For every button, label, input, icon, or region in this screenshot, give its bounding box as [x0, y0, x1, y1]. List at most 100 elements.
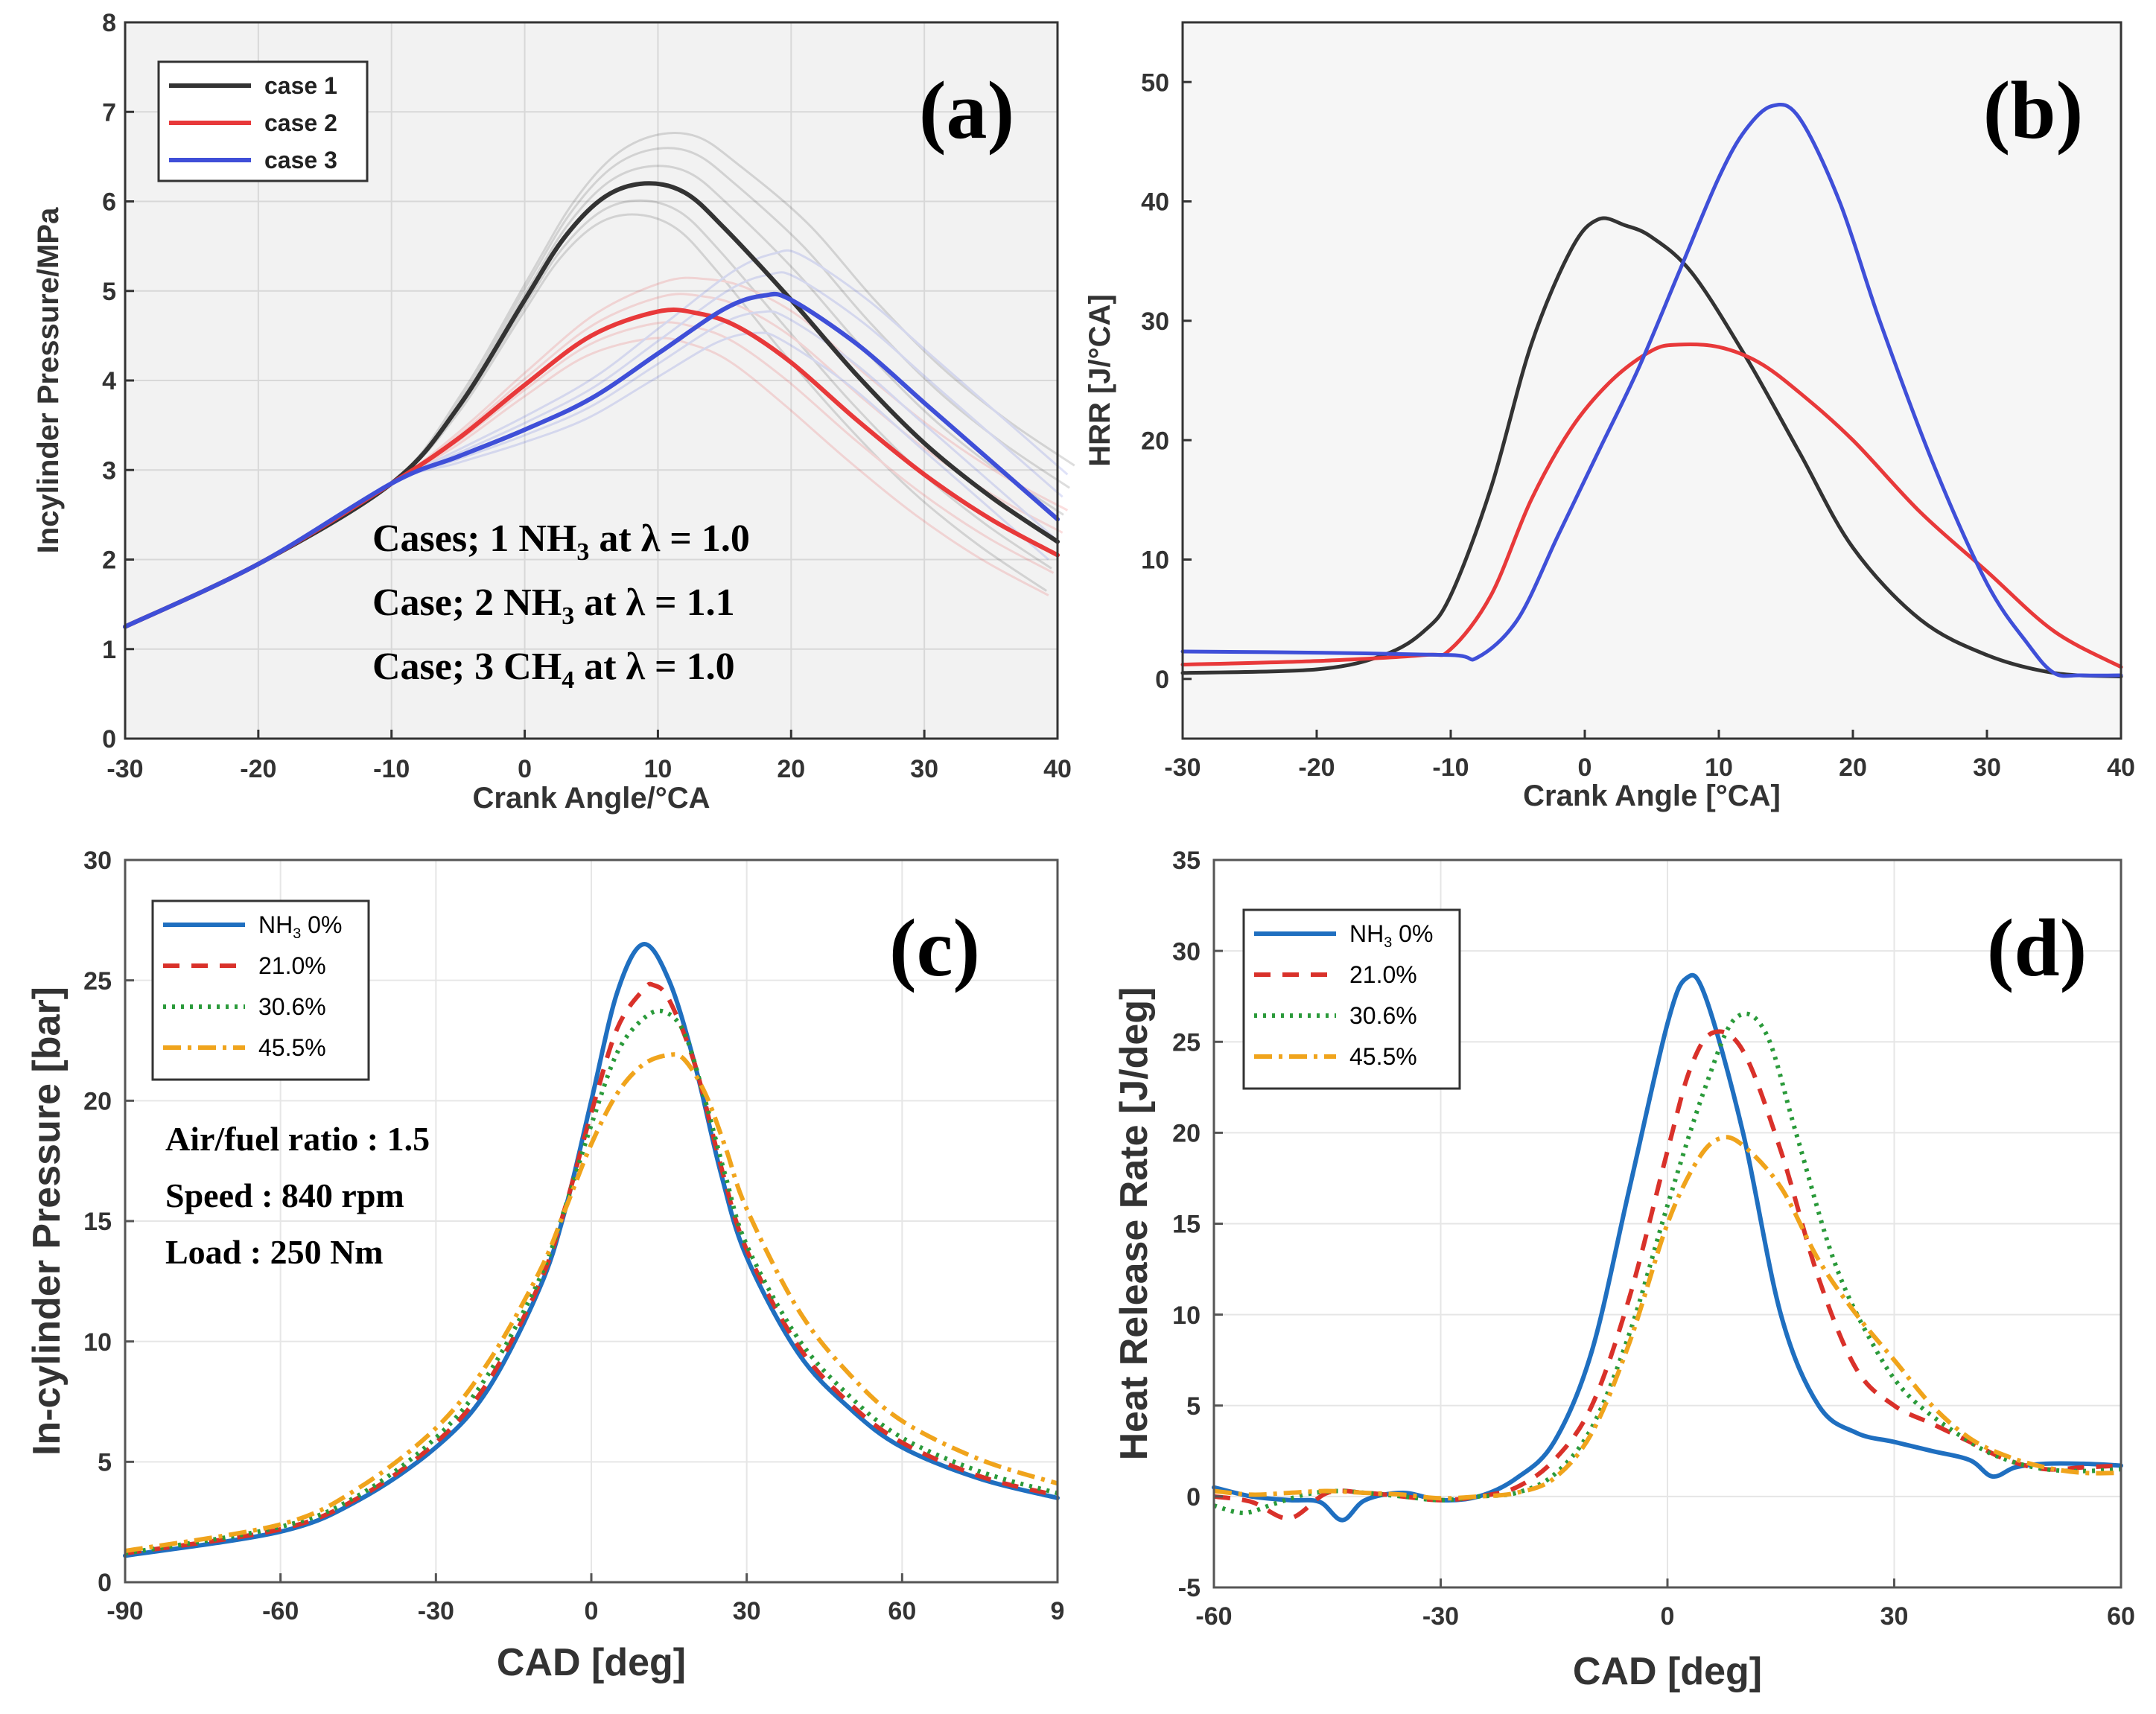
annotation: Case; 3 CH4 at λ = 1.0 — [372, 646, 735, 694]
y-tick-label: 25 — [1172, 1028, 1201, 1057]
annotation-subscript: 3 — [562, 602, 574, 630]
y-axis-label: In-cylinder Pressure [bar] — [25, 987, 69, 1456]
annotation-suffix: at λ = 1.0 — [574, 646, 735, 688]
legend-label-prefix: 30.6% — [258, 993, 326, 1020]
series-line-2 — [124, 981, 1058, 1556]
x-tick-label: 60 — [888, 1597, 916, 1625]
annotation: Air/fuel ratio : 1.5 — [165, 1120, 430, 1158]
y-tick-label: 3 — [102, 456, 116, 485]
y-tick-label: 20 — [1141, 427, 1169, 455]
legend-label-suffix: 0% — [301, 911, 342, 938]
annotation-subscript: 4 — [562, 666, 574, 694]
legend-label: 30.6% — [1349, 1002, 1417, 1029]
series-line-1 — [1180, 216, 2123, 679]
panel-letter: (c) — [889, 902, 980, 993]
x-tick-label: 20 — [777, 755, 805, 783]
annotation-subscript: 3 — [576, 538, 589, 566]
legend-label-prefix: 21.0% — [258, 952, 326, 979]
y-tick-label: 4 — [102, 367, 116, 395]
legend: case 1 case 2 case 3 — [157, 60, 369, 182]
y-tick-label: 10 — [1172, 1302, 1201, 1330]
y-tick-label: 35 — [1172, 847, 1201, 875]
x-tick-label: -30 — [1422, 1602, 1459, 1631]
legend-label: 21.0% — [1349, 961, 1417, 988]
legend-label: NH3 0% — [258, 911, 342, 942]
y-tick-label: 5 — [98, 1449, 112, 1477]
panel-d: -60 -30 0 30 60 -5 0 5 10 15 20 25 30 35 CAD [deg] Heat… — [1113, 847, 2135, 1693]
x-axis-label: CAD [deg] — [497, 1641, 686, 1684]
annotation: Load : 250 Nm — [165, 1233, 384, 1271]
x-tick-label: -10 — [373, 755, 410, 783]
y-tick-label: 15 — [1172, 1211, 1201, 1239]
legend-label-prefix: NH — [1349, 920, 1384, 947]
x-tick-label: -90 — [106, 1597, 143, 1625]
x-tick-label: 20 — [1839, 754, 1867, 782]
y-axis-label: Heat Release Rate [J/deg] — [1113, 987, 1156, 1461]
y-tick-label: 2 — [102, 547, 116, 575]
plot-area — [1183, 22, 2121, 739]
annotation: Cases; 1 NH3 at λ = 1.0 — [372, 517, 750, 566]
annotation-prefix: Case; 3 CH — [372, 646, 562, 688]
y-tick-label: 6 — [102, 188, 116, 217]
legend-label-subscript: 3 — [1384, 934, 1392, 951]
y-tick-label: 7 — [102, 98, 116, 127]
legend-label: 45.5% — [258, 1034, 326, 1061]
annotation: Case; 2 NH3 at λ = 1.1 — [372, 582, 735, 630]
series-line-2 — [1213, 1029, 2122, 1521]
y-tick-label: 20 — [83, 1088, 112, 1116]
y-axis-label: HRR [J/°CA] — [1084, 294, 1116, 467]
x-tick-label: 30 — [1880, 1602, 1909, 1631]
panel-b: -30 -20 -10 0 10 20 30 40 0 10 20 30 40 50 Crank Angle… — [1084, 21, 2135, 812]
x-tick-label: 30 — [733, 1597, 761, 1625]
y-tick-label: 0 — [102, 725, 116, 754]
legend-label-prefix: NH — [258, 911, 293, 938]
panel-letter: (a) — [919, 65, 1014, 156]
panel-letter: (b) — [1983, 65, 2083, 156]
x-tick-label: 0 — [1578, 754, 1592, 782]
series-line-1 — [1212, 972, 2123, 1523]
panel-letter: (d) — [1987, 902, 2087, 993]
x-tick-label: -30 — [1164, 754, 1201, 782]
x-tick-label: 0 — [585, 1597, 599, 1625]
x-tick-label: -30 — [106, 755, 143, 783]
legend-label: NH3 0% — [1349, 920, 1433, 951]
series-line-3 — [1180, 103, 2123, 678]
legend-label-prefix: 45.5% — [1349, 1043, 1417, 1070]
series-line-3 — [1213, 1011, 2122, 1515]
y-tick-label: 25 — [83, 967, 112, 995]
legend-label-suffix: 0% — [1392, 920, 1433, 947]
y-tick-label: 30 — [1172, 937, 1201, 966]
plot-frame — [1181, 21, 2122, 740]
legend: NH3 0% 21.0% 30.6% 45.5% — [151, 899, 370, 1081]
y-tick-label: 30 — [1141, 308, 1169, 336]
x-tick-label: 40 — [2107, 754, 2135, 782]
legend-label: case 1 — [264, 72, 337, 99]
annotation-suffix: at λ = 1.1 — [574, 582, 735, 624]
x-tick-label: 60 — [2107, 1602, 2135, 1631]
x-tick-label: 40 — [1043, 755, 1072, 783]
legend-label: 45.5% — [1349, 1043, 1417, 1070]
y-tick-label: 10 — [83, 1328, 112, 1357]
x-tick-label: -30 — [418, 1597, 454, 1625]
y-axis-label: Incylinder Pressure/MPa — [32, 207, 65, 553]
legend-label: case 3 — [264, 147, 337, 173]
x-tick-label: -60 — [262, 1597, 299, 1625]
annotation: Speed : 840 rpm — [165, 1176, 404, 1214]
series-line-3 — [123, 291, 1060, 629]
x-tick-label: 10 — [644, 755, 672, 783]
y-tick-label: 20 — [1172, 1120, 1201, 1148]
y-tick-label: -5 — [1178, 1574, 1201, 1602]
y-tick-label: 0 — [1186, 1483, 1201, 1511]
y-tick-label: 50 — [1141, 69, 1169, 97]
legend-label: 30.6% — [258, 993, 326, 1020]
legend-label: case 2 — [264, 109, 337, 136]
x-tick-label: -20 — [240, 755, 276, 783]
y-tick-label: 0 — [98, 1569, 112, 1597]
x-axis-label: CAD [deg] — [1573, 1650, 1762, 1693]
annotation-prefix: Cases; 1 NH — [372, 517, 576, 560]
x-tick-label: 30 — [1973, 754, 2001, 782]
y-tick-label: 0 — [1155, 666, 1169, 694]
legend-label-subscript: 3 — [293, 926, 301, 942]
